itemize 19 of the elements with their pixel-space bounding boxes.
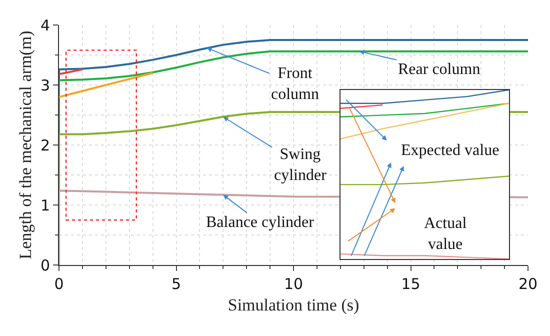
y-tick-label: 2 bbox=[40, 136, 50, 154]
x-tick-label: 5 bbox=[171, 275, 182, 293]
x-tick-label: 20 bbox=[518, 275, 538, 293]
y-tick-label: 3 bbox=[40, 76, 50, 94]
x-tick-label: 10 bbox=[284, 275, 304, 293]
annotation: Front column bbox=[271, 65, 319, 103]
y-tick-label: 0 bbox=[40, 256, 50, 274]
y-tick-label: 4 bbox=[40, 16, 50, 34]
x-axis-title: Simulation time (s) bbox=[228, 295, 360, 314]
annotation: Balance cylinder bbox=[206, 214, 315, 231]
annotation: Actual value bbox=[424, 215, 468, 253]
x-tick-label: 0 bbox=[54, 275, 64, 293]
y-tick-label: 1 bbox=[40, 196, 50, 214]
annotation: Expected value bbox=[401, 142, 500, 159]
annotation: Rear column bbox=[398, 61, 480, 78]
line-series bbox=[59, 72, 154, 98]
x-tick-label: 15 bbox=[401, 275, 420, 293]
annotation: Swing cylinder bbox=[274, 146, 328, 184]
y-axis-title: Length of the mechanical arm(m) bbox=[16, 30, 36, 260]
